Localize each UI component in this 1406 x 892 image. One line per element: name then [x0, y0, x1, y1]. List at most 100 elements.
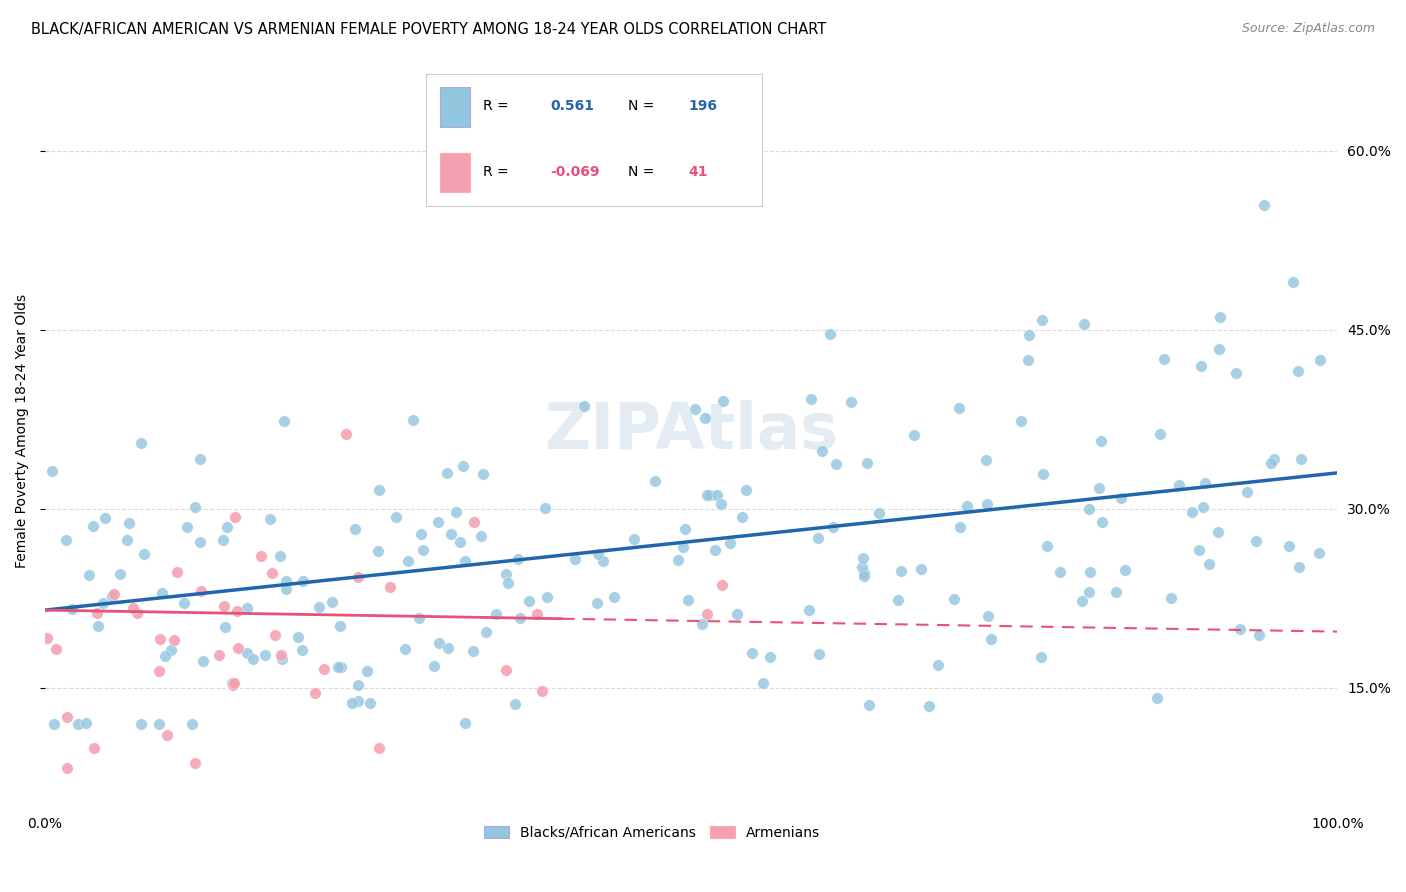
Point — [82, 519, 104, 533]
Point — [121, 601, 143, 615]
Point — [131, 716, 153, 731]
Point — [1036, 539, 1059, 553]
Point — [821, 520, 844, 534]
Point — [536, 590, 558, 604]
Point — [264, 628, 287, 642]
Point — [1249, 627, 1271, 641]
Point — [856, 456, 879, 470]
Point — [359, 696, 381, 710]
Point — [368, 741, 391, 756]
Point — [980, 632, 1002, 647]
Point — [437, 640, 460, 655]
Point — [226, 603, 249, 617]
Point — [449, 534, 471, 549]
Point — [270, 648, 292, 662]
Point — [329, 619, 352, 633]
Point — [1091, 516, 1114, 530]
Point — [676, 592, 699, 607]
Point — [704, 543, 727, 558]
Point — [180, 716, 202, 731]
Point — [367, 544, 389, 558]
Point — [1109, 491, 1132, 505]
Y-axis label: Female Poverty Among 18-24 Year Olds: Female Poverty Among 18-24 Year Olds — [15, 294, 30, 568]
Point — [384, 510, 406, 524]
Point — [176, 520, 198, 534]
Point — [308, 599, 330, 614]
Point — [974, 452, 997, 467]
Point — [673, 522, 696, 536]
Point — [41, 463, 63, 477]
Point — [751, 675, 773, 690]
Point — [103, 587, 125, 601]
Point — [304, 686, 326, 700]
Point — [346, 694, 368, 708]
Point — [273, 414, 295, 428]
Point — [326, 659, 349, 673]
Point — [1011, 414, 1033, 428]
Point — [208, 648, 231, 662]
Point — [1282, 275, 1305, 289]
Point — [586, 547, 609, 561]
Point — [79, 567, 101, 582]
Point — [463, 516, 485, 530]
Point — [75, 715, 97, 730]
Point — [221, 676, 243, 690]
Point — [214, 620, 236, 634]
Point — [427, 515, 450, 529]
Point — [173, 596, 195, 610]
Point — [156, 728, 179, 742]
Point — [184, 756, 207, 770]
Point — [45, 642, 67, 657]
Point — [485, 607, 508, 621]
Point — [741, 646, 763, 660]
Point — [927, 657, 949, 672]
Point — [93, 597, 115, 611]
Point — [155, 648, 177, 663]
Point — [495, 663, 517, 677]
Point — [454, 715, 477, 730]
Point — [1209, 310, 1232, 325]
Point — [188, 535, 211, 549]
Point — [890, 564, 912, 578]
Point — [94, 511, 117, 525]
Point — [1286, 364, 1309, 378]
Point — [475, 624, 498, 639]
Point — [411, 527, 433, 541]
Point — [454, 554, 477, 568]
Point — [396, 554, 419, 568]
Text: Source: ZipAtlas.com: Source: ZipAtlas.com — [1241, 22, 1375, 36]
Point — [1090, 434, 1112, 448]
Point — [217, 520, 239, 534]
Point — [977, 608, 1000, 623]
Point — [224, 675, 246, 690]
Point — [269, 549, 291, 564]
Point — [672, 541, 695, 555]
Point — [394, 642, 416, 657]
Point — [1289, 451, 1312, 466]
Point — [1018, 327, 1040, 342]
Point — [918, 699, 941, 714]
Point — [666, 553, 689, 567]
Point — [1105, 585, 1128, 599]
Point — [852, 566, 875, 580]
Point — [526, 607, 548, 622]
Point — [942, 592, 965, 607]
Point — [509, 611, 531, 625]
Point — [530, 684, 553, 698]
Point — [508, 551, 530, 566]
Point — [696, 607, 718, 622]
Point — [976, 497, 998, 511]
Point — [503, 697, 526, 711]
Point — [735, 483, 758, 497]
Point — [224, 510, 246, 524]
Point — [408, 611, 430, 625]
Point — [287, 630, 309, 644]
Point — [56, 710, 79, 724]
Point — [329, 660, 352, 674]
Point — [101, 836, 124, 850]
Point — [858, 698, 880, 713]
Point — [759, 649, 782, 664]
Point — [412, 543, 434, 558]
Point — [183, 500, 205, 515]
Point — [378, 580, 401, 594]
